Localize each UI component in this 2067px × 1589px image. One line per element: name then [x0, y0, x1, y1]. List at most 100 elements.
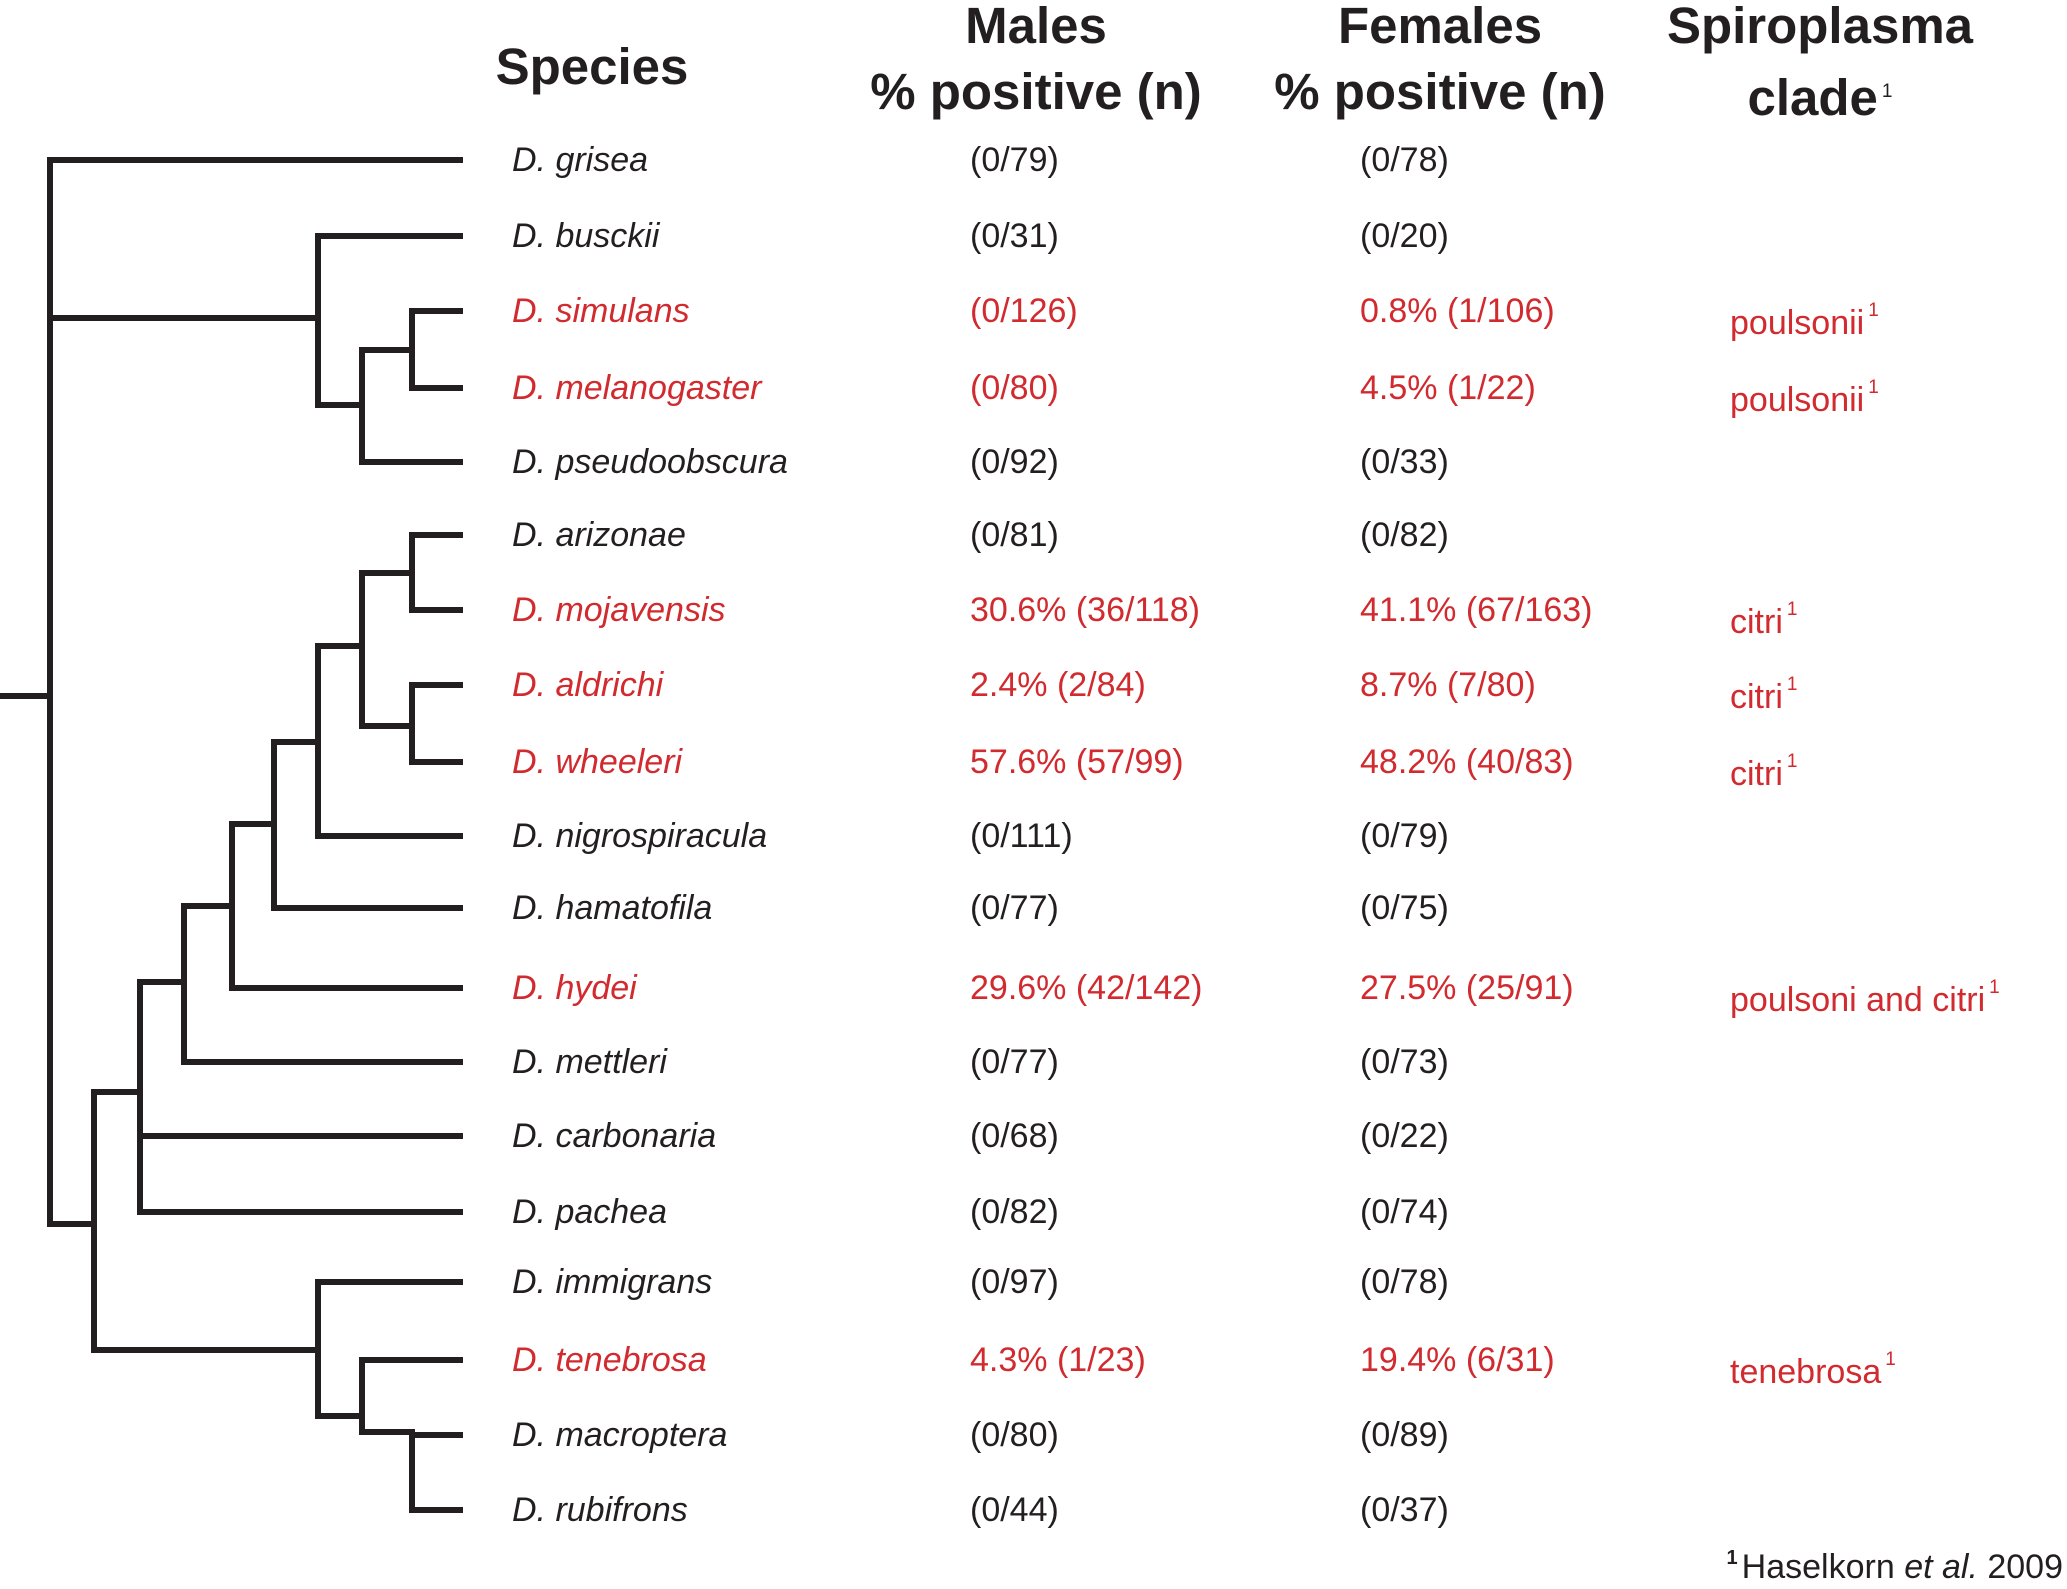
females-value: (0/79) [1360, 817, 1449, 855]
species-name: D. nigrospiracula [512, 817, 768, 855]
table-row: D. simulans (0/126) 0.8% (1/106) poulsonii 1 [0, 276, 2067, 346]
clade-label: citri [1730, 678, 1783, 716]
species-name: D. macroptera [512, 1416, 728, 1454]
males-value: (0/77) [970, 889, 1059, 927]
table-row: D. hydei 29.6% (42/142) 27.5% (25/91) pouls… [0, 953, 2067, 1023]
header-species: Species [452, 34, 732, 100]
species-name: D. pachea [512, 1193, 667, 1231]
clade-footnote-marker: 1 [1989, 977, 2000, 998]
clade-footnote-marker: 1 [1786, 599, 1798, 620]
females-value: (0/20) [1360, 217, 1449, 255]
males-value: (0/44) [970, 1491, 1059, 1529]
males-value: (0/97) [970, 1263, 1059, 1301]
species-name: D. hydei [512, 969, 637, 1007]
males-value: 30.6% (36/118) [970, 591, 1200, 629]
clade-label: citri [1730, 755, 1783, 793]
males-value: 29.6% (42/142) [970, 969, 1203, 1007]
females-value: 0.8% (1/106) [1360, 292, 1555, 330]
citation-footnote: 1 Haselkorn et al. 2009 [1727, 1536, 2063, 1589]
males-value: (0/80) [970, 1416, 1059, 1454]
females-value: (0/22) [1360, 1117, 1449, 1155]
males-value: (0/77) [970, 1043, 1059, 1081]
clade-label: poulsonii [1730, 381, 1865, 419]
species-name: D. mettleri [512, 1043, 667, 1081]
clade-footnote-marker: 1 [1885, 1349, 1896, 1370]
table-row: D. busckii (0/31) (0/20) [0, 201, 2067, 271]
header-clade-line1: Spiroplasma [1666, 0, 1974, 54]
phylogenetic-tree [0, 157, 463, 1513]
species-name: D. hamatofila [512, 889, 713, 927]
males-value: (0/79) [970, 141, 1059, 179]
clade-label: poulsonii [1730, 304, 1865, 342]
species-name: D. rubifrons [512, 1491, 688, 1529]
females-value: 27.5% (25/91) [1360, 969, 1574, 1007]
table-row: D. nigrospiracula (0/111) (0/79) [0, 801, 2067, 871]
females-value: 4.5% (1/22) [1360, 369, 1536, 407]
table-row: D. rubifrons (0/44) (0/37) [0, 1475, 2067, 1545]
table-row: D. pachea (0/82) (0/74) [0, 1177, 2067, 1247]
table-row: D. pseudoobscura (0/92) (0/33) [0, 427, 2067, 497]
clade-value: poulsonii 1 [1730, 276, 1879, 358]
species-name: D. mojavensis [512, 591, 726, 629]
males-value: 4.3% (1/23) [970, 1341, 1146, 1379]
header-clade-footnote-marker: 1 [1881, 81, 1893, 102]
species-name: D. immigrans [512, 1263, 713, 1301]
males-value: (0/68) [970, 1117, 1059, 1155]
clade-value: citri 1 [1730, 650, 1797, 732]
header-males-line2: % positive (n) [870, 63, 1202, 120]
females-value: 8.7% (7/80) [1360, 666, 1536, 704]
females-value: (0/37) [1360, 1491, 1449, 1529]
species-name: D. melanogaster [512, 369, 762, 407]
females-value: (0/75) [1360, 889, 1449, 927]
males-value: 57.6% (57/99) [970, 743, 1184, 781]
clade-value: poulsoni and citri 1 [1730, 953, 2000, 1035]
males-value: (0/92) [970, 443, 1059, 481]
clade-footnote-marker: 1 [1786, 674, 1798, 695]
females-value: 48.2% (40/83) [1360, 743, 1574, 781]
males-value: (0/81) [970, 516, 1059, 554]
table-row: D. tenebrosa 4.3% (1/23) 19.4% (6/31) teneb… [0, 1325, 2067, 1395]
females-value: (0/78) [1360, 141, 1449, 179]
table-row: D. grisea (0/79) (0/78) [0, 125, 2067, 195]
females-value: (0/73) [1360, 1043, 1449, 1081]
species-name: D. busckii [512, 217, 660, 255]
header-clade-word: clade [1747, 69, 1878, 126]
table-row: D. macroptera (0/80) (0/89) [0, 1400, 2067, 1470]
header-species-label: Species [495, 38, 689, 95]
clade-value: tenebrosa 1 [1730, 1325, 1896, 1407]
species-name: D. arizonae [512, 516, 686, 554]
species-name: D. aldrichi [512, 666, 664, 704]
clade-footnote-marker: 1 [1868, 300, 1879, 321]
table-row: D. immigrans (0/97) (0/78) [0, 1247, 2067, 1317]
clade-label: poulsoni and citri [1730, 981, 1986, 1019]
species-name: D. pseudoobscura [512, 443, 788, 481]
species-name: D. carbonaria [512, 1117, 717, 1155]
table-row: D. carbonaria (0/68) (0/22) [0, 1101, 2067, 1171]
females-value: 41.1% (67/163) [1360, 591, 1593, 629]
males-value: (0/111) [970, 817, 1073, 855]
males-value: (0/82) [970, 1193, 1059, 1231]
females-value: 19.4% (6/31) [1360, 1341, 1555, 1379]
clade-footnote-marker: 1 [1786, 751, 1798, 772]
header-males-line1: Males [965, 0, 1107, 54]
clade-value: poulsonii 1 [1730, 353, 1879, 435]
table-row: D. wheeleri 57.6% (57/99) 48.2% (40/83) cit… [0, 727, 2067, 797]
header-clade: Spiroplasma clade 1 [1620, 0, 2020, 131]
clade-label: tenebrosa [1730, 1353, 1882, 1391]
males-value: 2.4% (2/84) [970, 666, 1146, 704]
females-value: (0/82) [1360, 516, 1449, 554]
table-row: D. arizonae (0/81) (0/82) [0, 500, 2067, 570]
table-row: D. mettleri (0/77) (0/73) [0, 1027, 2067, 1097]
females-value: (0/74) [1360, 1193, 1449, 1231]
header-clade-line2: clade 1 [1620, 59, 2020, 131]
header-females-line2: % positive (n) [1274, 63, 1606, 120]
header-females-line1: Females [1337, 0, 1543, 54]
table-row: D. hamatofila (0/77) (0/75) [0, 873, 2067, 943]
males-value: (0/126) [970, 292, 1078, 330]
citation-author: Haselkorn [1741, 1548, 1895, 1586]
table-row: D. melanogaster (0/80) 4.5% (1/22) poulsoni… [0, 353, 2067, 423]
species-name: D. tenebrosa [512, 1341, 707, 1379]
clade-footnote-marker: 1 [1868, 377, 1879, 398]
males-value: (0/80) [970, 369, 1059, 407]
table-row: D. mojavensis 30.6% (36/118) 41.1% (67/163… [0, 575, 2067, 645]
